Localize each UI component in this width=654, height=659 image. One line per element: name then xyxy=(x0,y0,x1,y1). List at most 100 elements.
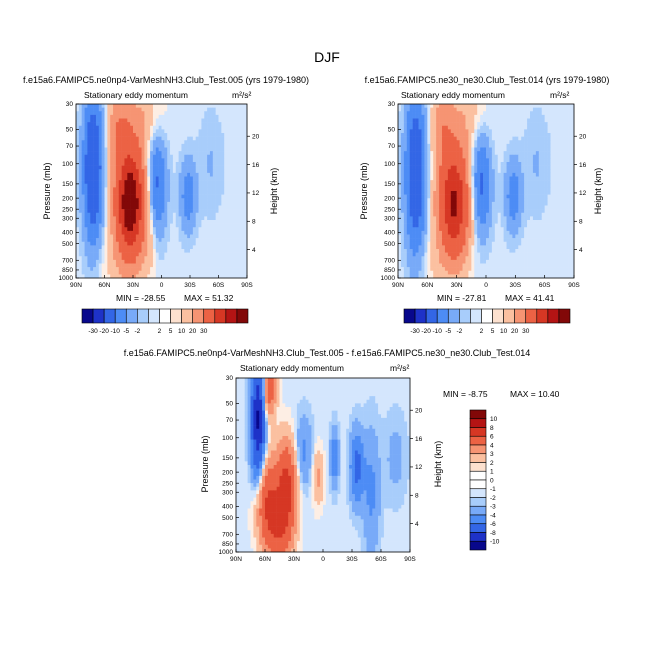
heatmap-cell xyxy=(107,129,110,133)
panel-units: m²/s² xyxy=(550,90,570,100)
heatmap-cell xyxy=(133,129,136,133)
heatmap-cell xyxy=(93,260,96,264)
heatmap-cell xyxy=(199,206,202,210)
heatmap-cell xyxy=(413,119,416,123)
heatmap-cell xyxy=(199,140,202,144)
heatmap-cell xyxy=(204,267,207,271)
heatmap-cell xyxy=(164,227,167,231)
heatmap-cell xyxy=(82,209,85,213)
heatmap-cell xyxy=(398,198,401,202)
heatmap-cell xyxy=(427,180,430,184)
heatmap-cell xyxy=(201,198,204,202)
heatmap-cell xyxy=(184,206,187,210)
heatmap-cell xyxy=(542,213,545,217)
heatmap-cell xyxy=(164,169,167,173)
heatmap-cell xyxy=(568,213,571,217)
heatmap-cell xyxy=(457,198,460,202)
heatmap-cell xyxy=(430,126,433,130)
heatmap-cell xyxy=(515,206,518,210)
heatmap-cell xyxy=(147,242,150,246)
heatmap-cell xyxy=(551,148,554,152)
heatmap-cell xyxy=(196,187,199,191)
heatmap-cell xyxy=(545,144,548,148)
heatmap-cell xyxy=(442,155,445,159)
heatmap-cell xyxy=(241,231,244,235)
heatmap-cell xyxy=(530,216,533,220)
heatmap-cell xyxy=(144,227,147,231)
heatmap-cell xyxy=(130,235,133,239)
heatmap-cell xyxy=(465,111,468,115)
heatmap-cell xyxy=(492,126,495,130)
heatmap-cell xyxy=(193,155,196,159)
heatmap-cell xyxy=(230,227,233,231)
heatmap-cell xyxy=(153,264,156,268)
heatmap-cell xyxy=(167,119,170,123)
heatmap-cell xyxy=(199,148,202,152)
heatmap-cell xyxy=(221,213,224,217)
heatmap-cell xyxy=(548,111,551,115)
heatmap-cell xyxy=(85,238,88,242)
heatmap-cell xyxy=(468,184,471,188)
heatmap-cell xyxy=(147,177,150,181)
heatmap-cell xyxy=(201,267,204,271)
heatmap-cell xyxy=(241,108,244,112)
heatmap-cell xyxy=(512,162,515,166)
heatmap-cell xyxy=(241,180,244,184)
heatmap-cell xyxy=(230,133,233,137)
heatmap-cell xyxy=(170,155,173,159)
heatmap-cell xyxy=(122,206,125,210)
heatmap-cell xyxy=(489,144,492,148)
heatmap-cell xyxy=(427,187,430,191)
heatmap-cell xyxy=(465,209,468,213)
heatmap-cell xyxy=(219,126,222,130)
heatmap-cell xyxy=(142,155,145,159)
heatmap-cell xyxy=(216,187,219,191)
heatmap-cell xyxy=(144,264,147,268)
heatmap-cell xyxy=(509,206,512,210)
heatmap-cell xyxy=(527,126,530,130)
heatmap-cell xyxy=(410,158,413,162)
heatmap-cell xyxy=(427,129,430,133)
heatmap-cell xyxy=(419,122,422,126)
heatmap-cell xyxy=(201,191,204,195)
heatmap-cell xyxy=(213,227,216,231)
heatmap-cell xyxy=(515,148,518,152)
heatmap-cell xyxy=(401,202,404,206)
heatmap-cell xyxy=(85,253,88,257)
heatmap-cell xyxy=(136,126,139,130)
heatmap-cell xyxy=(219,104,222,108)
heatmap-cell xyxy=(521,108,524,112)
heatmap-cell xyxy=(224,144,227,148)
heatmap-cell xyxy=(93,231,96,235)
heatmap-cell xyxy=(468,209,471,213)
heatmap-cell xyxy=(76,111,79,115)
heatmap-cell xyxy=(76,238,79,242)
heatmap-cell xyxy=(179,195,182,199)
heatmap-cell xyxy=(190,108,193,112)
heatmap-cell xyxy=(430,191,433,195)
heatmap-cell xyxy=(401,162,404,166)
heatmap-cell xyxy=(533,173,536,177)
heatmap-cell xyxy=(407,104,410,108)
heatmap-cell xyxy=(230,198,233,202)
heatmap-cell xyxy=(448,140,451,144)
heatmap-cell xyxy=(536,216,539,220)
heatmap-cell xyxy=(527,173,530,177)
heatmap-cell xyxy=(153,122,156,126)
heatmap-cell xyxy=(156,129,159,133)
heatmap-cell xyxy=(483,220,486,224)
heatmap-cell xyxy=(448,162,451,166)
heatmap-cell xyxy=(457,119,460,123)
heatmap-cell xyxy=(181,158,184,162)
heatmap-cell xyxy=(224,220,227,224)
heatmap-cell xyxy=(233,104,236,108)
heatmap-cell xyxy=(173,133,176,137)
heatmap-cell xyxy=(216,242,219,246)
heatmap-cell xyxy=(159,158,162,162)
heatmap-cell xyxy=(221,126,224,130)
heatmap-cell xyxy=(156,231,159,235)
heatmap-cell xyxy=(489,162,492,166)
heatmap-cell xyxy=(124,249,127,253)
heatmap-cell xyxy=(241,140,244,144)
heatmap-cell xyxy=(216,209,219,213)
